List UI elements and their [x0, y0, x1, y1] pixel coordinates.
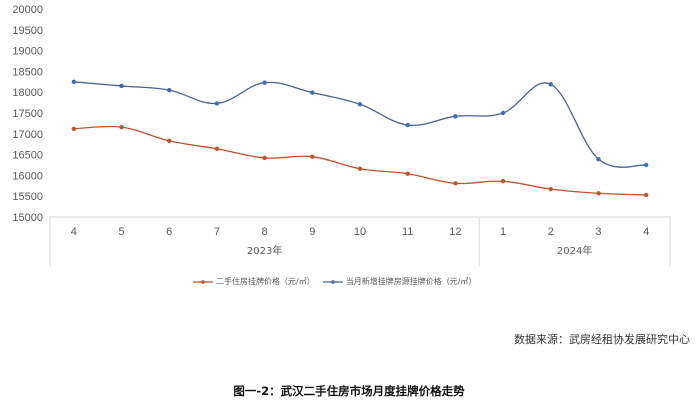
data-point-marker [262, 155, 267, 161]
data-point-marker [119, 83, 124, 89]
x-tick-label: 1 [500, 226, 506, 238]
data-point-marker [405, 122, 410, 128]
data-point-marker [167, 138, 172, 144]
y-tick-label: 19500 [12, 25, 43, 37]
y-axis: 15000 15500 16000 16500 17000 17500 18000 18500… [12, 4, 43, 224]
y-tick-label: 17000 [12, 129, 43, 141]
data-point-marker [214, 101, 220, 106]
x-tick-label: 10 [354, 226, 366, 238]
line-marker-icon [193, 279, 213, 284]
data-point-marker [71, 79, 77, 85]
data-point-marker [310, 154, 315, 159]
series-line-1 [73, 81, 647, 168]
data-point-marker [310, 90, 315, 95]
y-tick-label: 20000 [12, 4, 43, 16]
x-tick-label: 3 [595, 226, 601, 238]
data-point-marker [500, 179, 506, 184]
x-tick-label: 4 [71, 226, 77, 238]
legend-label: 当月新增挂牌房源挂牌价格（元/㎡） [345, 277, 477, 286]
x-tick-label: 9 [309, 226, 315, 238]
legend-item-secondhand-price: 二手住房挂牌价格（元/㎡） [193, 276, 315, 287]
data-point-marker [167, 87, 172, 93]
data-point-marker [643, 162, 649, 168]
data-point-marker [453, 181, 458, 186]
data-point-marker [596, 156, 601, 162]
legend: 二手住房挂牌价格（元/㎡） 当月新增挂牌房源挂牌价格（元/㎡） [193, 276, 484, 287]
y-tick-label: 15000 [12, 212, 43, 224]
data-point-marker [119, 124, 124, 130]
x-tick-label: 12 [449, 226, 461, 238]
y-tick-label: 16500 [12, 150, 43, 162]
y-tick-label: 18000 [12, 87, 43, 99]
y-tick-label: 17500 [12, 108, 43, 120]
y-tick-label: 18500 [12, 66, 43, 78]
x-tick-label: 11 [402, 226, 413, 238]
line-chart: 15000 15500 16000 16500 17000 17500 18000 18500… [12, 4, 671, 266]
x-tick-label: 7 [214, 226, 220, 238]
data-point-marker [262, 80, 267, 85]
series-line-0 [73, 125, 647, 196]
legend-item-new-listing-price: 当月新增挂牌房源挂牌价格（元/㎡） [322, 276, 477, 287]
data-point-marker [357, 102, 363, 107]
data-point-marker [405, 171, 410, 176]
plot-area [71, 79, 649, 198]
data-point-marker [500, 110, 506, 116]
x-tick-label: 6 [166, 226, 172, 238]
data-point-marker [357, 166, 363, 171]
x-tick-label: 2 [548, 226, 554, 238]
data-point-marker [548, 82, 553, 87]
data-point-marker [643, 192, 649, 198]
year-group-label: 2024年 [557, 244, 592, 257]
y-tick-label: 19000 [12, 46, 43, 58]
legend-label: 二手住房挂牌价格（元/㎡） [216, 277, 315, 286]
data-point-marker [596, 191, 601, 196]
data-point-marker [71, 126, 77, 132]
x-tick-label: 8 [262, 226, 268, 238]
line-marker-icon [322, 279, 343, 284]
data-source-note: 数据来源：武房经租协发展研究中心 [514, 333, 690, 346]
data-point-marker [548, 186, 553, 192]
year-group-label: 2023年 [247, 244, 282, 257]
x-tick-label: 5 [118, 226, 124, 238]
y-tick-label: 15500 [12, 191, 43, 203]
data-point-marker [453, 114, 458, 119]
figure-caption: 图一-2：武汉二手住房市场月度挂牌价格走势 [233, 384, 465, 398]
y-tick-label: 16000 [12, 170, 43, 182]
data-point-marker [214, 146, 220, 151]
x-tick-label: 4 [643, 226, 649, 238]
